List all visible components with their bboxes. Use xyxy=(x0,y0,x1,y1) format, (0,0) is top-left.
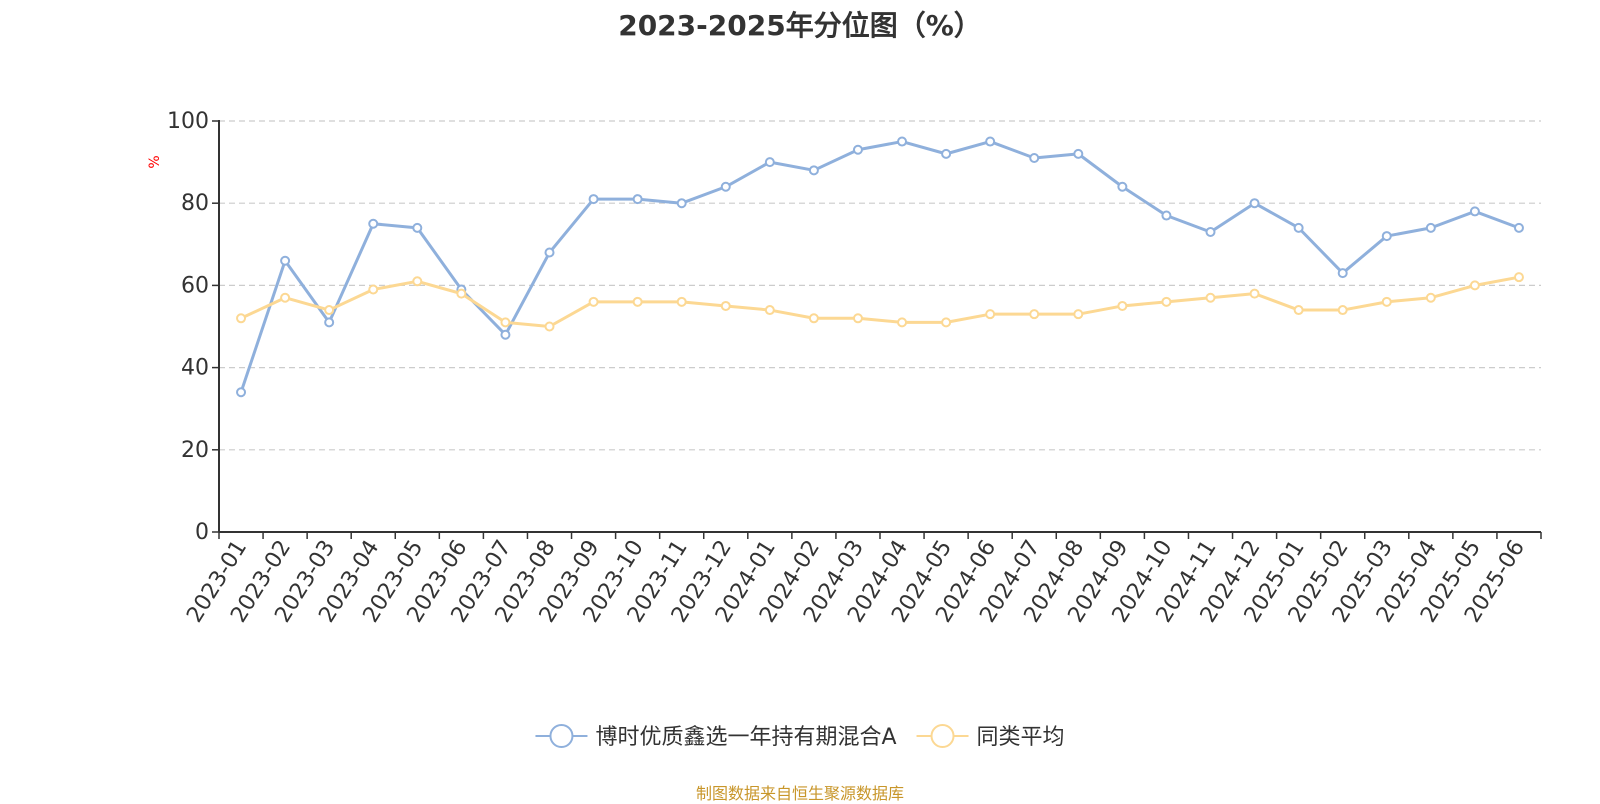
data-point-0-2023-09 xyxy=(588,194,599,205)
data-point-1-2023-11 xyxy=(676,296,687,307)
data-point-1-2024-03 xyxy=(852,313,863,324)
chart-title: 2023-2025年分位图（%） xyxy=(618,9,982,42)
x-tick-labels: 2023-012023-022023-032023-042023-052023-… xyxy=(182,536,1530,627)
data-point-0-2025-01 xyxy=(1293,222,1304,233)
data-point-1-2023-01 xyxy=(236,313,247,324)
data-point-0-2024-12 xyxy=(1249,198,1260,209)
data-point-0-2023-02 xyxy=(280,255,291,266)
y-tick-label-40: 40 xyxy=(181,356,209,381)
data-point-0-2023-11 xyxy=(676,198,687,209)
data-point-0-2024-07 xyxy=(1029,152,1040,163)
data-point-0-2025-02 xyxy=(1337,268,1348,279)
data-point-1-2024-01 xyxy=(764,305,775,316)
data-point-0-2023-08 xyxy=(544,247,555,258)
series-layer xyxy=(236,136,1524,398)
data-point-0-2025-06 xyxy=(1513,222,1524,233)
data-point-1-2023-04 xyxy=(368,284,379,295)
data-point-0-2024-02 xyxy=(808,165,819,176)
legend-label-0: 博时优质鑫选一年持有期混合A xyxy=(595,725,896,750)
data-point-0-2025-05 xyxy=(1469,206,1480,217)
data-point-1-2024-09 xyxy=(1117,300,1128,311)
data-point-1-2024-06 xyxy=(985,309,996,320)
data-point-1-2024-02 xyxy=(808,313,819,324)
data-point-0-2025-03 xyxy=(1381,231,1392,242)
data-point-0-2024-04 xyxy=(897,136,908,147)
data-point-0-2024-03 xyxy=(852,144,863,155)
data-point-0-2023-01 xyxy=(236,387,247,398)
data-point-0-2023-04 xyxy=(368,218,379,229)
y-tick-label-100: 100 xyxy=(167,109,209,134)
data-point-1-2024-07 xyxy=(1029,309,1040,320)
y-axis-label: % xyxy=(147,155,163,168)
grid-lines xyxy=(219,120,1541,451)
percentile-line-chart: 0 20 40 60 80 100 2023-012023-022023-032023-0… xyxy=(147,109,1542,750)
y-tick-label-20: 20 xyxy=(181,438,209,463)
data-point-1-2023-10 xyxy=(632,296,643,307)
data-point-0-2023-03 xyxy=(324,317,335,328)
data-point-1-2024-04 xyxy=(897,317,908,328)
y-tick-labels: 0 20 40 60 80 100 xyxy=(167,109,209,545)
data-point-0-2024-11 xyxy=(1205,226,1216,237)
data-point-1-2025-01 xyxy=(1293,305,1304,316)
source-note: 制图数据来自恒生聚源数据库 xyxy=(695,784,904,803)
series-line-0 xyxy=(239,140,1520,393)
data-point-1-2023-02 xyxy=(280,292,291,303)
data-point-1-2024-08 xyxy=(1073,309,1084,320)
data-point-0-2023-05 xyxy=(412,222,423,233)
data-point-0-2024-10 xyxy=(1161,210,1172,221)
series-1 xyxy=(236,272,1524,332)
y-tick-label-60: 60 xyxy=(181,273,209,298)
data-point-1-2023-06 xyxy=(456,288,467,299)
data-point-0-2025-04 xyxy=(1425,222,1436,233)
data-point-0-2023-10 xyxy=(632,194,643,205)
legend-label-1: 同类平均 xyxy=(977,725,1065,750)
legend-marker-1 xyxy=(930,724,955,748)
y-tick-label-80: 80 xyxy=(181,191,209,216)
legend: 博时优质鑫选一年持有期混合A 同类平均 xyxy=(535,724,1065,750)
data-point-1-2024-11 xyxy=(1205,292,1216,303)
data-point-0-2023-12 xyxy=(720,181,731,192)
data-point-0-2024-08 xyxy=(1073,148,1084,159)
legend-marker-0 xyxy=(549,724,574,748)
data-point-1-2025-04 xyxy=(1425,292,1436,303)
data-point-0-2024-06 xyxy=(985,136,996,147)
data-point-0-2024-01 xyxy=(764,157,775,168)
series-0 xyxy=(236,136,1524,398)
data-point-1-2023-03 xyxy=(324,305,335,316)
series-line-1 xyxy=(240,275,1520,328)
data-point-0-2024-09 xyxy=(1117,181,1128,192)
data-point-1-2025-05 xyxy=(1469,280,1480,291)
data-point-1-2023-08 xyxy=(544,321,555,332)
y-tick-label-0: 0 xyxy=(195,520,209,545)
data-point-1-2023-09 xyxy=(588,296,599,307)
data-point-1-2025-02 xyxy=(1337,305,1348,316)
axes xyxy=(212,120,1542,539)
data-point-1-2024-10 xyxy=(1161,296,1172,307)
data-point-1-2023-07 xyxy=(500,317,511,328)
data-point-1-2024-05 xyxy=(941,317,952,328)
data-point-1-2024-12 xyxy=(1249,288,1260,299)
data-point-1-2023-12 xyxy=(720,300,731,311)
data-point-0-2023-07 xyxy=(500,329,511,340)
data-point-1-2025-06 xyxy=(1513,272,1524,283)
data-point-0-2024-05 xyxy=(941,148,952,159)
data-point-1-2023-05 xyxy=(412,276,423,287)
data-point-1-2025-03 xyxy=(1381,296,1392,307)
